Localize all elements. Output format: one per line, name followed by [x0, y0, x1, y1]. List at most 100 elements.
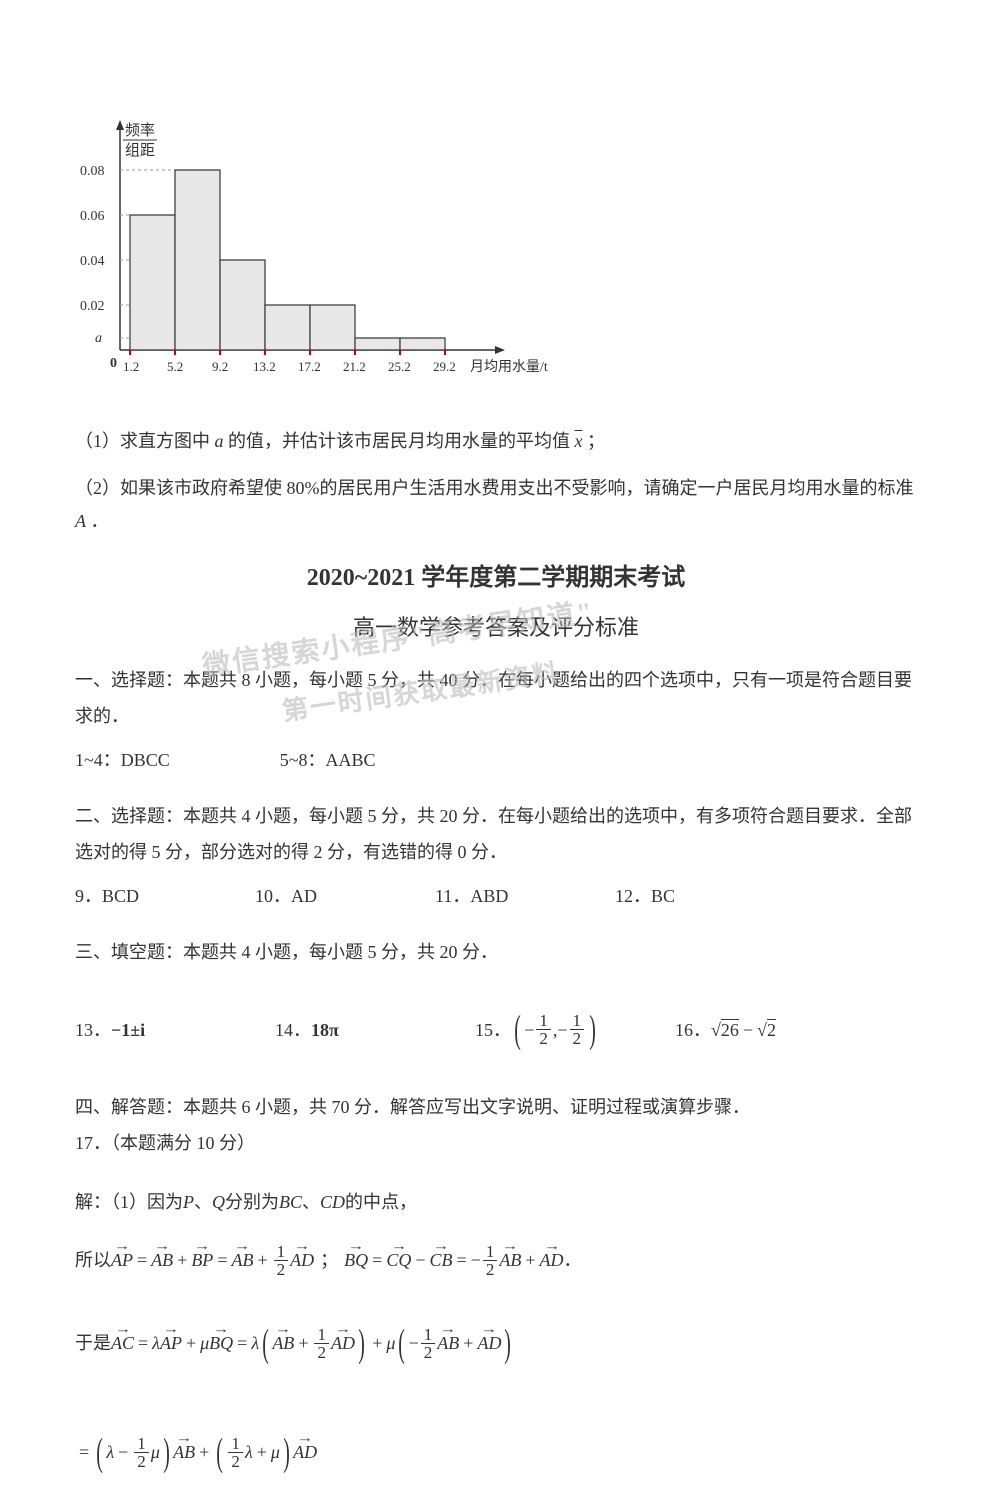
plus2: + — [257, 1239, 267, 1282]
ans-14: 14． 18π — [275, 1012, 475, 1048]
histogram-svg: 频率 组距 0.08 0.06 0.04 0.02 a 0 1.2 — [75, 115, 555, 395]
q1-cont: 的值，并估计该市居民月均用水量的平均值 — [228, 431, 570, 451]
period: ． — [564, 1239, 582, 1282]
sol-line-1: 解：（1）因为 P 、 Q 分别为 BC 、 CD 的中点， — [75, 1181, 917, 1224]
mu2: μ — [386, 1322, 395, 1365]
svg-text:0.06: 0.06 — [80, 209, 105, 224]
frac-half4: 12 — [421, 1326, 436, 1361]
semi: ； — [320, 1239, 338, 1282]
mu3: μ — [151, 1431, 160, 1474]
n: 1 — [274, 1243, 289, 1261]
eq5: = — [138, 1322, 148, 1365]
sol3-prefix: 于是 — [75, 1322, 111, 1365]
n: 1 — [314, 1326, 329, 1344]
ans-16: 16． 26 − 2 — [675, 1012, 875, 1048]
sol1-BC: BC — [279, 1181, 302, 1224]
lparen-icon: ( — [96, 1405, 103, 1500]
svg-text:21.2: 21.2 — [343, 359, 366, 374]
vec-AB3: AB — [499, 1239, 521, 1282]
page-subtitle: 高一数学参考答案及评分标准 — [75, 610, 917, 642]
section-2: 二、选择题：本题共 4 小题，每小题 5 分，共 20 分．在每小题给出的选项中… — [75, 798, 917, 914]
d: 2 — [134, 1453, 149, 1470]
d: 2 — [228, 1453, 243, 1470]
eq2: = — [217, 1239, 227, 1282]
sol2-prefix: 所以 — [75, 1239, 111, 1282]
y-axis-label-num: 频率 — [125, 122, 155, 139]
svg-text:25.2: 25.2 — [388, 359, 411, 374]
mu4: μ — [271, 1431, 280, 1474]
vec-AC: AC — [111, 1322, 134, 1365]
svg-text:0.08: 0.08 — [80, 164, 105, 179]
plus7: + — [463, 1322, 473, 1365]
rparen-icon: ) — [163, 1405, 170, 1500]
vec-CQ: CQ — [386, 1239, 411, 1282]
d: 2 — [421, 1344, 436, 1361]
sqrt-26: 26 — [711, 1012, 739, 1048]
ans-15-prefix: 15． — [475, 1012, 511, 1048]
sol1-dun2: 、 — [302, 1181, 320, 1224]
svg-text:13.2: 13.2 — [253, 359, 276, 374]
sqrt-2: 2 — [757, 1012, 776, 1048]
eq7: = — [79, 1431, 89, 1474]
den: 2 — [570, 1030, 585, 1047]
q2-end: ． — [91, 511, 109, 531]
ans-9: 9．BCD — [75, 878, 255, 914]
vec-AB6: AB — [173, 1431, 195, 1474]
den: 2 — [536, 1030, 551, 1047]
minus5: − — [118, 1431, 128, 1474]
vec-AD2: AD — [540, 1239, 564, 1282]
question-2: （2）如果该市政府希望使 80%的居民用户生活用水费用支出不受影响，请确定一户居… — [75, 472, 917, 537]
svg-text:月均用水量/t: 月均用水量/t — [470, 359, 548, 375]
plus4: + — [186, 1322, 196, 1365]
ans-14-prefix: 14． — [275, 1012, 311, 1048]
ans-11: 11．ABD — [435, 878, 615, 914]
neg2: − — [557, 1012, 567, 1048]
y-axis-label-den: 组距 — [125, 142, 155, 159]
frac-1-2-b: 12 — [570, 1012, 585, 1047]
plus3: + — [525, 1239, 535, 1282]
question-1: （1）求直方图中 a 的值，并估计该市居民月均用水量的平均值 x ； — [75, 425, 917, 457]
sol1-P: P — [183, 1181, 194, 1224]
lambda: λ — [152, 1322, 160, 1365]
n: 1 — [134, 1435, 149, 1453]
d: 2 — [274, 1261, 289, 1278]
d: 2 — [483, 1261, 498, 1278]
ans-13: 13． −1±i — [75, 1012, 275, 1048]
vec-AD4: AD — [477, 1322, 501, 1365]
plus: + — [177, 1239, 187, 1282]
frac-half3: 12 — [314, 1326, 329, 1361]
rparen-icon: ) — [589, 990, 596, 1069]
lambda2: λ — [251, 1322, 259, 1365]
svg-text:0.02: 0.02 — [80, 299, 105, 314]
ans-14-value: 18π — [311, 1012, 339, 1048]
section-4: 四、解答题：本题共 6 小题，共 70 分．解答应写出文字说明、证明过程或演算步… — [75, 1089, 917, 1161]
sol1-end: 的中点， — [345, 1181, 417, 1224]
eq6: = — [237, 1322, 247, 1365]
n: 1 — [421, 1326, 436, 1344]
sol1-Q: Q — [212, 1181, 225, 1224]
num: 1 — [536, 1012, 551, 1030]
lambda3: λ — [106, 1431, 114, 1474]
frac-half6: 12 — [228, 1435, 243, 1470]
frac-half5: 12 — [134, 1435, 149, 1470]
ans-5-8: 5~8：AABC — [280, 742, 376, 778]
section-3-answers: 13． −1±i 14． 18π 15． ( − 12 , − 12 ) 16．… — [75, 990, 917, 1069]
vec-BQ: BQ — [344, 1239, 368, 1282]
sqrt26-body: 26 — [721, 1019, 739, 1040]
section-1: 一、选择题：本题共 8 小题，每小题 5 分，共 40 分．在每小题给出的四个选… — [75, 662, 917, 778]
frac-1-2: 12 — [536, 1012, 551, 1047]
sol-line-4: = ( λ − 12 μ ) AB + ( 12 λ + μ ) AD — [75, 1405, 917, 1500]
question-block: （1）求直方图中 a 的值，并估计该市居民月均用水量的平均值 x ； （2）如果… — [75, 425, 917, 537]
minus2: − — [415, 1239, 425, 1282]
vec-AB2: AB — [231, 1239, 253, 1282]
section-3: 三、填空题：本题共 4 小题，每小题 5 分，共 20 分． 13． −1±i … — [75, 934, 917, 1069]
n: 1 — [483, 1243, 498, 1261]
ans-13-value: −1±i — [111, 1012, 145, 1048]
page-title: 2020~2021 学年度第二学期期末考试 — [75, 557, 917, 592]
eq3: = — [372, 1239, 382, 1282]
eq: = — [137, 1239, 147, 1282]
minus3: − — [471, 1239, 481, 1282]
frac-half: 12 — [274, 1243, 289, 1278]
section-2-answers: 9．BCD 10．AD 11．ABD 12．BC — [75, 878, 917, 914]
solution-17: 解：（1）因为 P 、 Q 分别为 BC 、 CD 的中点， 所以 AP = A… — [75, 1181, 917, 1499]
